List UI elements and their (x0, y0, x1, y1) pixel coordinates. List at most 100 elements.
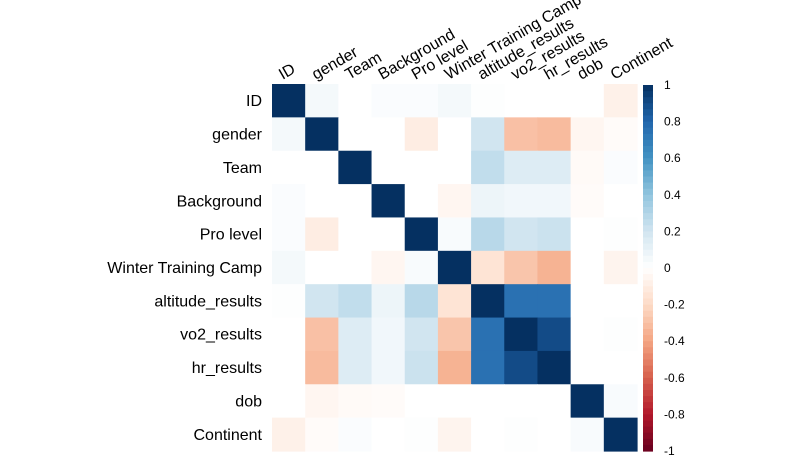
colorbar-segment (643, 231, 653, 239)
heatmap-cell (570, 150, 605, 185)
heatmap-cell (603, 350, 638, 385)
heatmap-cell (371, 350, 406, 385)
colorbar-segment (643, 329, 653, 336)
heatmap-cell (603, 250, 638, 285)
colorbar-segment (643, 402, 653, 409)
heatmap-cell (504, 117, 539, 152)
heatmap-cell (471, 317, 505, 352)
colorbar-segment (643, 158, 653, 165)
heatmap-cell (404, 117, 439, 152)
colorbar-tick-label: 0.6 (664, 151, 681, 165)
heatmap-cell (338, 284, 373, 319)
heatmap-cell (371, 317, 406, 352)
heatmap-cell (504, 417, 539, 452)
heatmap-cell (272, 417, 306, 452)
heatmap-cell (305, 84, 339, 118)
colorbar-segment (643, 341, 653, 348)
heatmap-cell (272, 317, 306, 352)
colorbar-tick-label: 0.4 (664, 188, 681, 202)
colorbar-segment (643, 414, 653, 422)
heatmap-cell (603, 417, 638, 452)
heatmap-cell (305, 150, 339, 185)
colorbar-tick-label: -0.8 (664, 407, 685, 421)
heatmap-cell (371, 150, 406, 185)
heatmap-cell (504, 250, 539, 285)
heatmap-cell (371, 84, 406, 118)
colorbar-segment (643, 225, 653, 232)
heatmap-cell (338, 350, 373, 385)
colorbar-segment (643, 274, 653, 281)
heatmap-cell (338, 317, 373, 352)
heatmap-cell (371, 284, 406, 319)
colorbar-segment (643, 335, 653, 342)
colorbar-segment (643, 286, 653, 293)
heatmap-cell (570, 417, 605, 452)
heatmap-cell (603, 384, 638, 419)
heatmap-cell (437, 117, 472, 152)
heatmap-cell (404, 84, 439, 118)
heatmap-cell (437, 350, 472, 385)
heatmap-cell (437, 84, 472, 118)
heatmap-cell (272, 117, 306, 152)
heatmap-cell (471, 250, 505, 285)
row-label: Pro level (200, 227, 262, 244)
heatmap-cell (305, 384, 339, 419)
heatmap-cell (371, 217, 406, 252)
heatmap-cell (603, 184, 638, 219)
colorbar-segment (643, 298, 653, 306)
heatmap-cell (471, 117, 505, 152)
row-label: altitude_results (154, 293, 262, 310)
heatmap-cell (537, 250, 572, 285)
colorbar-segment (643, 280, 653, 287)
colorbar-tick-label: 0.2 (664, 224, 681, 238)
colorbar-segment (643, 115, 653, 123)
heatmap-cell (471, 350, 505, 385)
colorbar-tick-label: 0 (664, 261, 671, 275)
heatmap-cell (570, 250, 605, 285)
heatmap-cell (471, 217, 505, 252)
heatmap-cell (437, 284, 472, 319)
heatmap-cell (338, 217, 373, 252)
heatmap-cell (272, 150, 306, 185)
heatmap-cell (471, 150, 505, 185)
colorbar-segment (643, 133, 653, 141)
heatmap-cell (305, 217, 339, 252)
heatmap-cell (404, 217, 439, 252)
row-label: Winter Training Camp (107, 260, 262, 277)
heatmap-cell (404, 417, 439, 452)
heatmap-cell (471, 384, 505, 419)
heatmap-cell (570, 317, 605, 352)
row-label: hr_results (192, 360, 262, 377)
heatmap-cell (404, 384, 439, 419)
colorbar-segment (643, 121, 653, 129)
column-label: ID (276, 61, 298, 84)
heatmap-cell (338, 250, 373, 285)
colorbar-segment (643, 139, 653, 147)
heatmap-cell (404, 150, 439, 185)
column-label: Continent (608, 34, 676, 83)
colorbar-segment (643, 200, 653, 208)
heatmap-cell (437, 150, 472, 185)
heatmap-cell (570, 350, 605, 385)
heatmap-cell (537, 217, 572, 252)
heatmap-cell (305, 117, 339, 152)
heatmap-cell (338, 184, 373, 219)
heatmap-cell (504, 317, 539, 352)
colorbar-segment (643, 127, 653, 135)
colorbar-segment (643, 347, 653, 354)
heatmap-cell (338, 417, 373, 452)
colorbar-tick-label: 1 (664, 78, 671, 92)
heatmap-cell (404, 284, 439, 319)
heatmap-cell (371, 184, 406, 219)
heatmap-cell (504, 150, 539, 185)
colorbar-segment (643, 207, 653, 214)
colorbar-segment (643, 213, 653, 220)
heatmap-cell (338, 117, 373, 152)
heatmap-cell (471, 84, 505, 118)
heatmap-cell (537, 317, 572, 352)
colorbar-segment (643, 353, 653, 361)
heatmap-cell (504, 384, 539, 419)
heatmap-cell (338, 84, 373, 118)
heatmap-cell (504, 84, 539, 118)
colorbar-tick-label: -0.6 (664, 371, 685, 385)
